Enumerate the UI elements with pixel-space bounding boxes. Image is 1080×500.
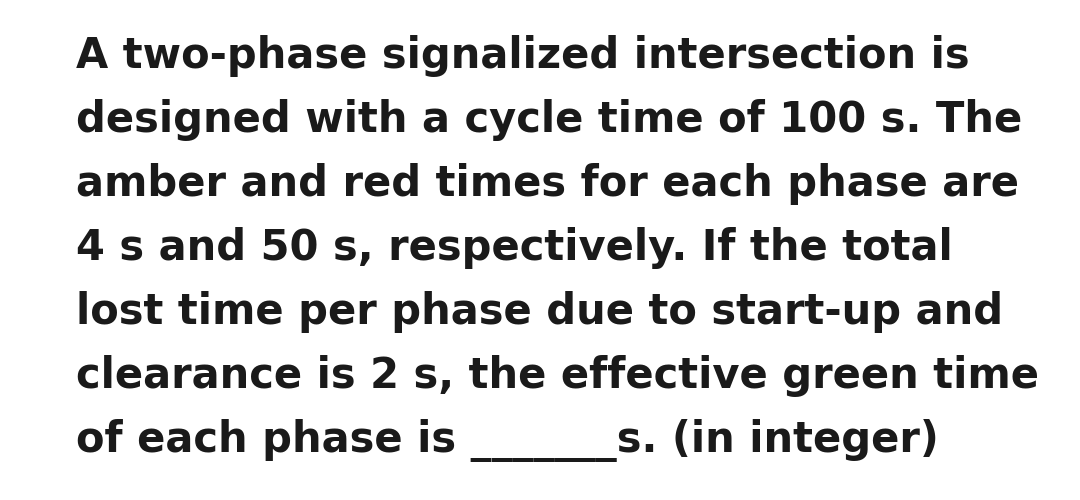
Text: clearance is 2 s, the effective green time: clearance is 2 s, the effective green ti… xyxy=(76,355,1039,397)
Text: of each phase is _______s. (in integer): of each phase is _______s. (in integer) xyxy=(76,419,939,462)
Text: lost time per phase due to start-up and: lost time per phase due to start-up and xyxy=(76,291,1002,333)
Text: amber and red times for each phase are: amber and red times for each phase are xyxy=(76,163,1018,205)
Text: designed with a cycle time of 100 s. The: designed with a cycle time of 100 s. The xyxy=(76,99,1022,141)
Text: A two-phase signalized intersection is: A two-phase signalized intersection is xyxy=(76,35,969,77)
Text: 4 s and 50 s, respectively. If the total: 4 s and 50 s, respectively. If the total xyxy=(76,227,953,269)
